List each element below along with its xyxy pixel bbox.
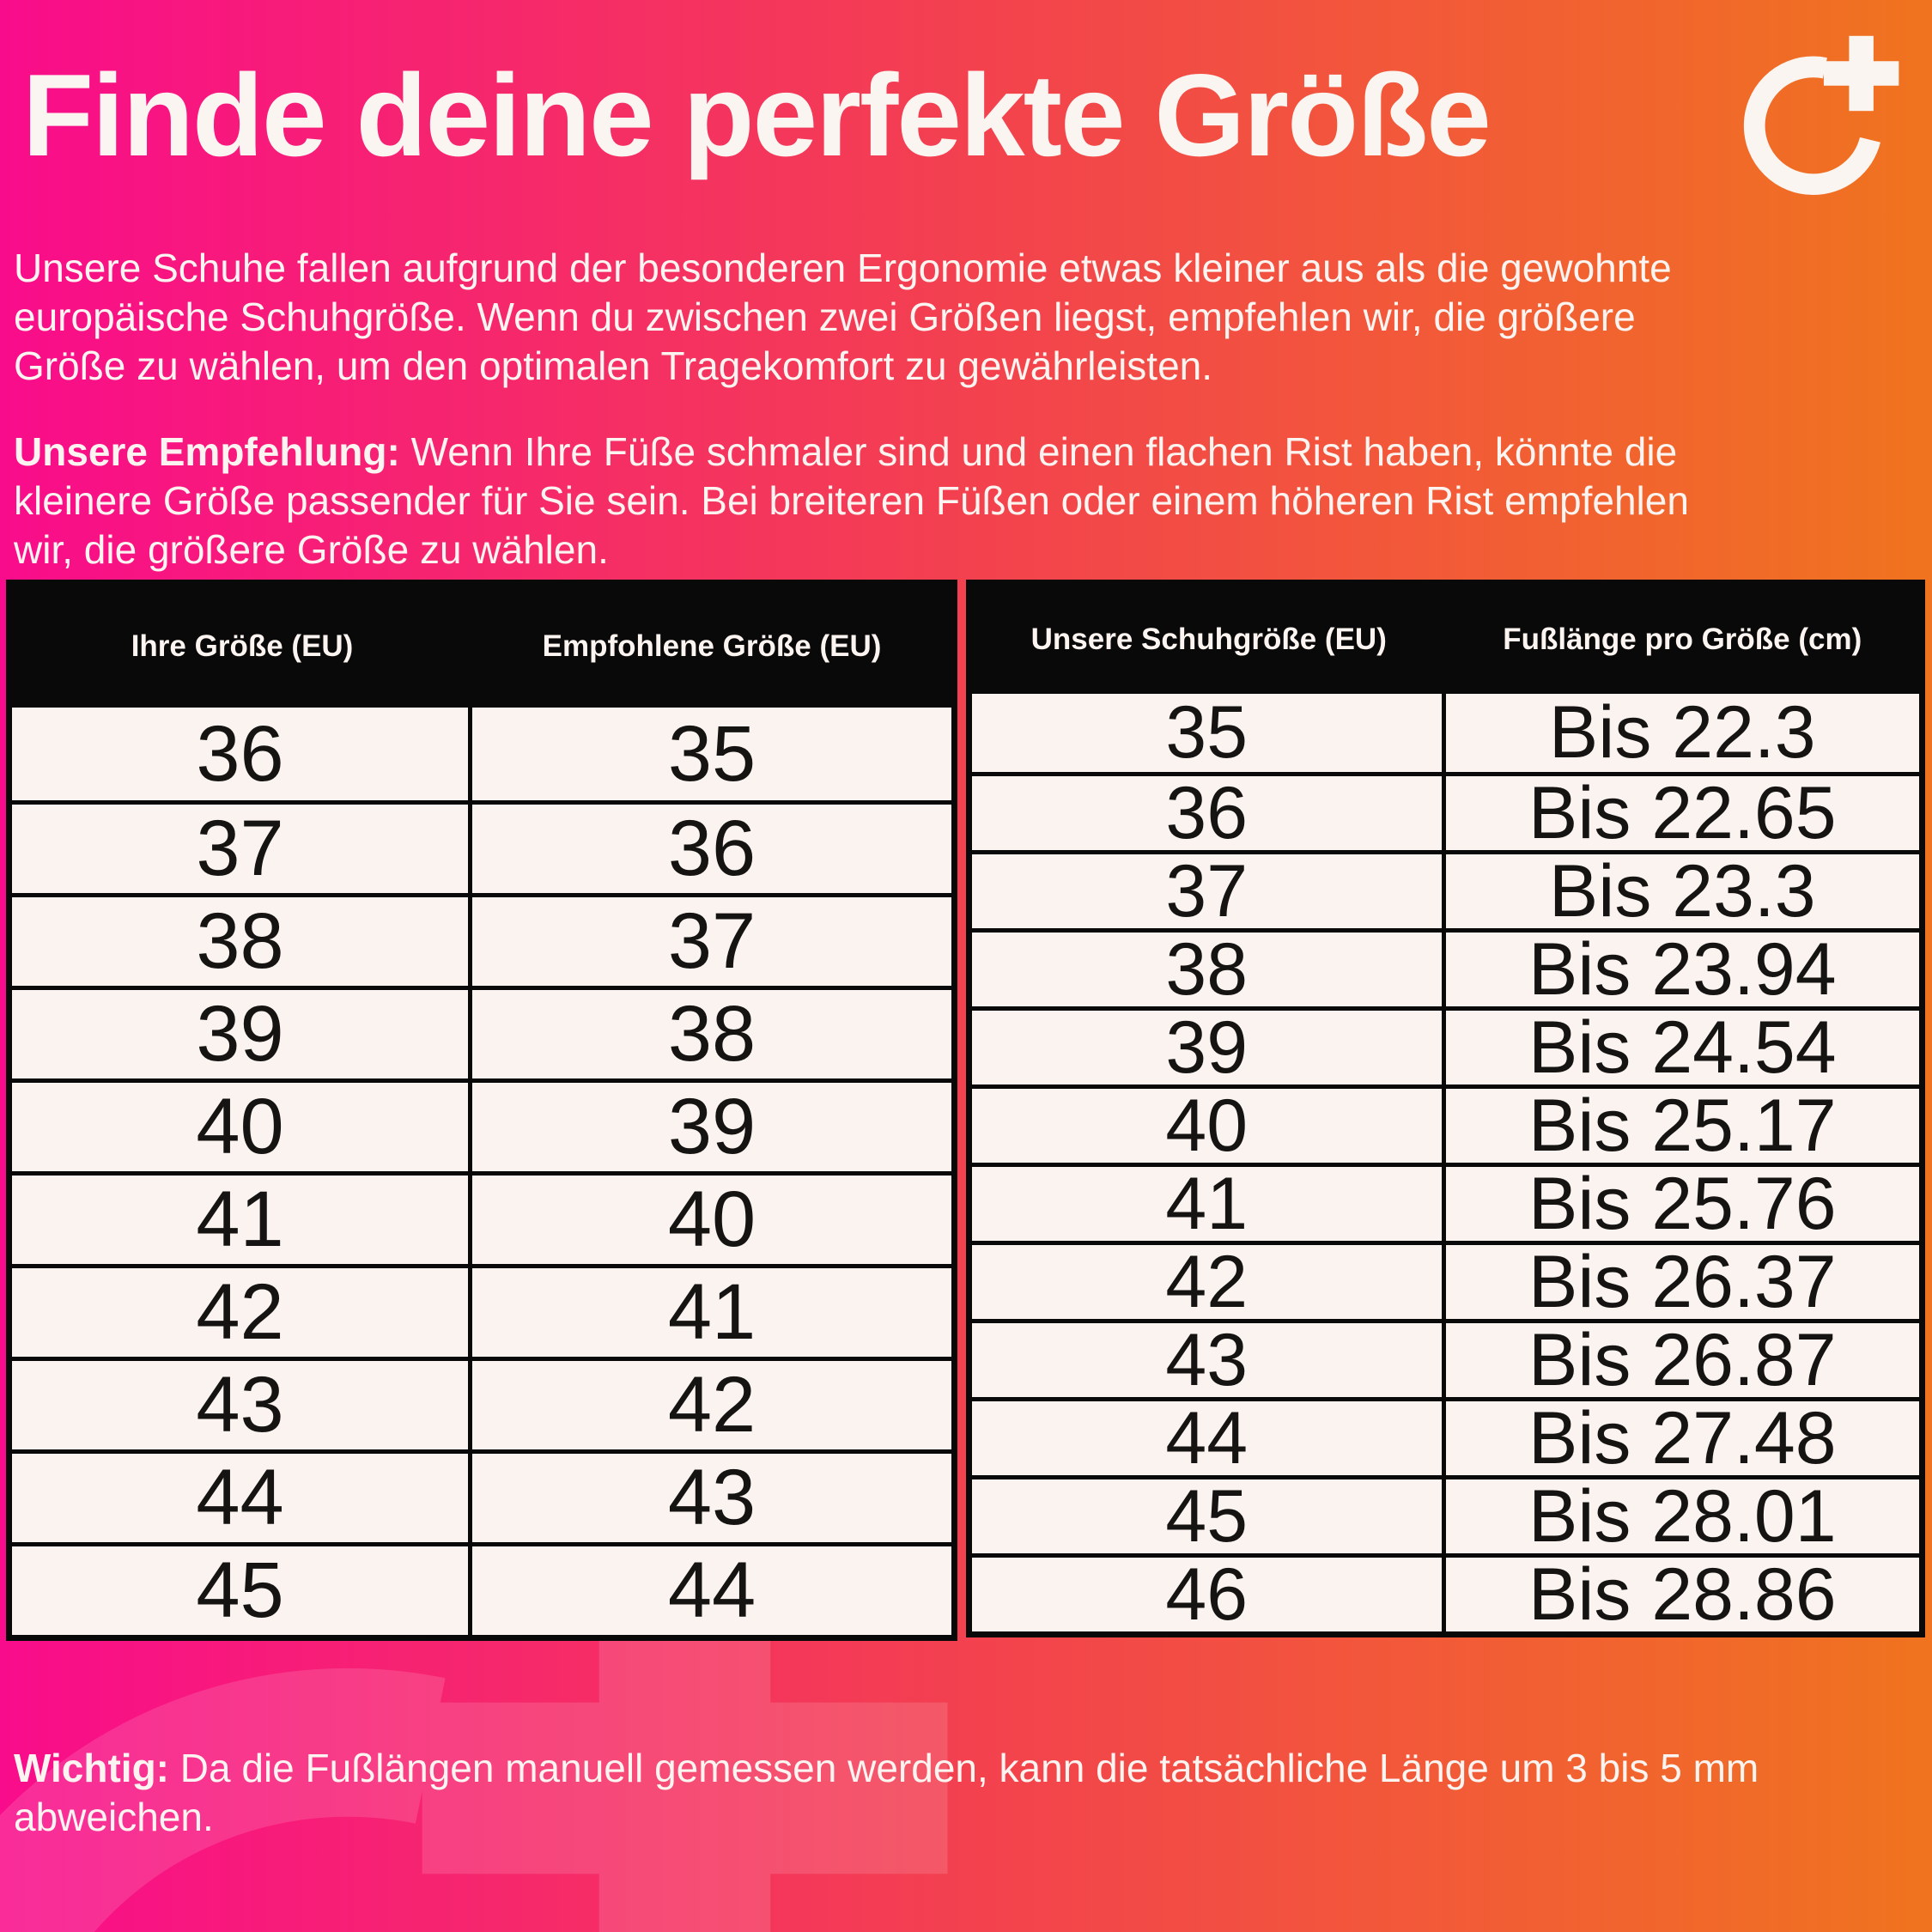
recommended-size-cell: 41 [667, 1268, 756, 1356]
shoe-size-cell: 36 [972, 772, 1446, 854]
important-note-label: Wichtig: [14, 1746, 169, 1790]
table-row: 38 37 [12, 893, 951, 986]
your-size-cell: 37 [12, 805, 473, 893]
foot-length-cell: Bis 22.65 [1528, 771, 1837, 854]
recommended-size-cell: 43 [667, 1454, 756, 1541]
table-row: 39 38 [12, 986, 951, 1078]
shoe-size-cell: 40 [972, 1084, 1446, 1167]
foot-length-cell: Bis 26.37 [1528, 1240, 1837, 1323]
foot-length-cell: Bis 27.48 [1528, 1396, 1837, 1479]
shoe-size-cell: 45 [972, 1475, 1446, 1558]
ring-plus-logo-icon [1743, 35, 1899, 196]
recommendation-label: Unsere Empfehlung: [14, 429, 400, 474]
recommended-size-cell: 40 [667, 1176, 756, 1263]
your-size-cell: 40 [12, 1083, 473, 1171]
foot-length-cell: Bis 25.76 [1528, 1162, 1837, 1245]
size-recommendation-table: Ihre Größe (EU) Empfohlene Größe (EU) 36… [6, 580, 957, 1641]
column-header-foot-length: Fußlänge pro Größe (cm) [1503, 623, 1862, 656]
shoe-size-cell: 46 [972, 1553, 1446, 1636]
table-row: 40 Bis 25.17 [972, 1084, 1919, 1167]
column-header-recommended-size: Empfohlene Größe (EU) [542, 629, 882, 663]
table-row: 42 41 [12, 1264, 951, 1357]
table-row: 43 Bis 26.87 [972, 1318, 1919, 1401]
shoe-size-cell: 41 [972, 1163, 1446, 1245]
table-row: 37 Bis 23.3 [972, 849, 1919, 933]
foot-length-table-header: Unsere Schuhgröße (EU) Fußlänge pro Größ… [972, 586, 1919, 694]
shoe-size-cell: 38 [972, 928, 1446, 1011]
recommended-size-cell: 35 [667, 709, 756, 798]
foot-length-cell: Bis 25.17 [1528, 1084, 1837, 1167]
important-note-body: Da die Fußlängen manuell gemessen werden… [14, 1746, 1759, 1839]
table-row: 44 Bis 27.48 [972, 1396, 1919, 1479]
your-size-cell: 39 [12, 990, 473, 1078]
foot-length-cell: Bis 28.01 [1528, 1474, 1837, 1558]
shoe-size-cell: 44 [972, 1397, 1446, 1479]
table-row: 46 Bis 28.86 [972, 1552, 1919, 1636]
your-size-cell: 42 [12, 1268, 473, 1357]
recommendation-text-body: Wenn Ihre Füße schmaler sind und einen f… [14, 429, 1689, 572]
recommendation-text: Unsere Empfehlung: Wenn Ihre Füße schmal… [14, 428, 1916, 574]
column-header-our-shoe-size: Unsere Schuhgröße (EU) [1030, 623, 1387, 656]
foot-length-table-body: 35 Bis 22.3 36 Bis 22.65 37 Bis 23.3 [972, 691, 1919, 1636]
shoe-size-cell: 37 [972, 850, 1446, 933]
recommended-size-cell: 38 [667, 990, 756, 1078]
your-size-cell: 44 [12, 1454, 473, 1542]
recommended-size-cell: 44 [667, 1546, 756, 1634]
shoe-size-cell: 42 [972, 1241, 1446, 1323]
size-recommendation-table-body: 36 35 37 36 38 37 39 38 [12, 708, 951, 1635]
table-row: 38 Bis 23.94 [972, 927, 1919, 1011]
size-recommendation-table-header: Ihre Größe (EU) Empfohlene Größe (EU) [12, 586, 951, 708]
your-size-cell: 43 [12, 1361, 473, 1449]
foot-length-cell: Bis 23.3 [1548, 849, 1816, 933]
your-size-cell: 36 [12, 708, 473, 800]
table-row: 42 Bis 26.37 [972, 1240, 1919, 1323]
foot-length-table: Unsere Schuhgröße (EU) Fußlänge pro Größ… [966, 580, 1925, 1637]
recommended-size-cell: 42 [667, 1361, 756, 1449]
table-row: 41 40 [12, 1171, 951, 1264]
watermark-ring-plus-icon [0, 1525, 948, 1932]
page-title: Finde deine perfekte Größe [22, 50, 1492, 180]
foot-length-cell: Bis 22.3 [1548, 691, 1816, 774]
shoe-size-cell: 35 [972, 691, 1446, 774]
foot-length-cell: Bis 23.94 [1528, 927, 1837, 1011]
your-size-cell: 38 [12, 897, 473, 986]
foot-length-cell: Bis 26.87 [1528, 1318, 1837, 1401]
table-row: 39 Bis 24.54 [972, 1005, 1919, 1089]
recommended-size-cell: 37 [667, 897, 756, 985]
table-row: 36 35 [12, 708, 951, 800]
table-row: 41 Bis 25.76 [972, 1162, 1919, 1245]
intro-text: Unsere Schuhe fallen aufgrund der besond… [14, 244, 1916, 391]
recommended-size-cell: 36 [667, 805, 756, 892]
table-row: 37 36 [12, 800, 951, 893]
column-header-your-size: Ihre Größe (EU) [131, 629, 354, 663]
table-row: 36 Bis 22.65 [972, 771, 1919, 854]
table-row: 35 Bis 22.3 [972, 691, 1919, 774]
table-row: 44 43 [12, 1449, 951, 1542]
shoe-size-cell: 39 [972, 1006, 1446, 1089]
your-size-cell: 45 [12, 1546, 473, 1635]
foot-length-cell: Bis 28.86 [1528, 1552, 1837, 1636]
table-row: 43 42 [12, 1357, 951, 1449]
intro-text-body: Unsere Schuhe fallen aufgrund der besond… [14, 246, 1672, 388]
recommended-size-cell: 39 [667, 1083, 756, 1170]
table-row: 40 39 [12, 1078, 951, 1171]
table-row: 45 Bis 28.01 [972, 1474, 1919, 1558]
your-size-cell: 41 [12, 1176, 473, 1264]
table-row: 45 44 [12, 1542, 951, 1635]
shoe-size-cell: 43 [972, 1319, 1446, 1401]
important-note: Wichtig: Da die Fußlängen manuell gemess… [14, 1744, 1916, 1842]
foot-length-cell: Bis 24.54 [1528, 1005, 1837, 1089]
